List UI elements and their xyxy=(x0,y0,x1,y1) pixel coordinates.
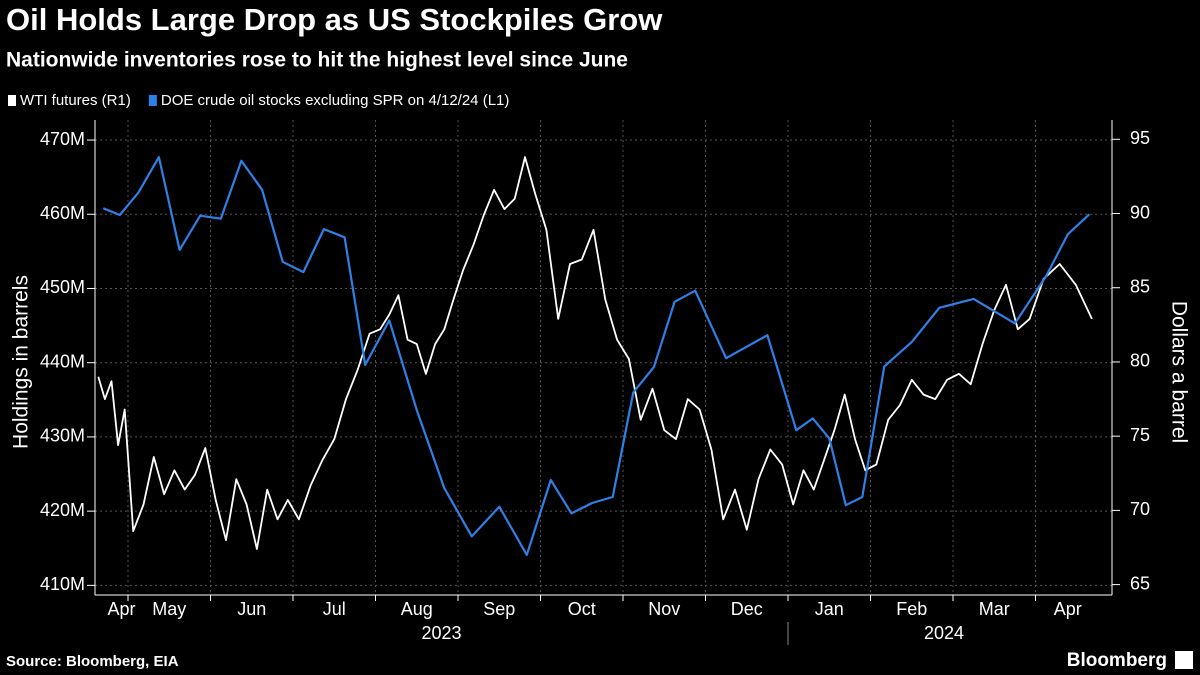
y2-tick-label: 80 xyxy=(1130,351,1150,371)
chart-title: Oil Holds Large Drop as US Stockpiles Gr… xyxy=(6,2,663,37)
x-tick-label: Jul xyxy=(323,599,346,619)
y2-tick-label: 65 xyxy=(1130,573,1150,593)
x-tick-label: Oct xyxy=(568,599,596,619)
x-tick-label: Jun xyxy=(237,599,266,619)
legend-swatch xyxy=(148,95,157,106)
x-tick-label: Mar xyxy=(979,599,1010,619)
series-line xyxy=(97,156,1093,550)
x-tick-label: Dec xyxy=(731,599,763,619)
legend-label: DOE crude oil stocks excluding SPR on 4/… xyxy=(161,92,510,109)
year-label: 2024 xyxy=(924,623,964,643)
brand-icon xyxy=(1175,651,1193,669)
chart-subtitle: Nationwide inventories rose to hit the h… xyxy=(6,49,628,72)
x-tick-label: Sep xyxy=(483,599,515,619)
series-line xyxy=(102,156,1091,556)
x-tick-label: Jan xyxy=(815,599,844,619)
legend-label: WTI futures (R1) xyxy=(20,92,131,109)
y-tick-label: 430M xyxy=(40,426,85,446)
y-tick-label: 460M xyxy=(40,203,85,223)
y2-axis-title: Dollars a barrel xyxy=(1167,301,1190,443)
y-axis-title: Holdings in barrels xyxy=(10,275,33,449)
x-tick-label: Aug xyxy=(401,599,433,619)
legend-swatch xyxy=(8,95,16,106)
x-tick-label: Apr xyxy=(1054,599,1082,619)
source: Source: Bloomberg, EIA xyxy=(6,653,179,670)
y-tick-label: 450M xyxy=(40,277,85,297)
y-tick-label: 420M xyxy=(40,500,85,520)
y2-tick-label: 90 xyxy=(1130,202,1150,222)
x-tick-label: Nov xyxy=(648,599,680,619)
y-tick-label: 470M xyxy=(40,129,85,149)
y2-tick-label: 70 xyxy=(1130,499,1150,519)
y-tick-label: 440M xyxy=(40,351,85,371)
y2-tick-label: 75 xyxy=(1130,425,1150,445)
y-tick-label: 410M xyxy=(40,574,85,594)
y2-tick-label: 95 xyxy=(1130,128,1150,148)
x-tick-label: Feb xyxy=(896,599,927,619)
x-tick-label: Apr xyxy=(107,599,135,619)
year-label: 2023 xyxy=(421,623,461,643)
brand: Bloomberg xyxy=(1067,650,1167,671)
x-tick-label: May xyxy=(152,599,186,619)
y2-tick-label: 85 xyxy=(1130,276,1150,296)
